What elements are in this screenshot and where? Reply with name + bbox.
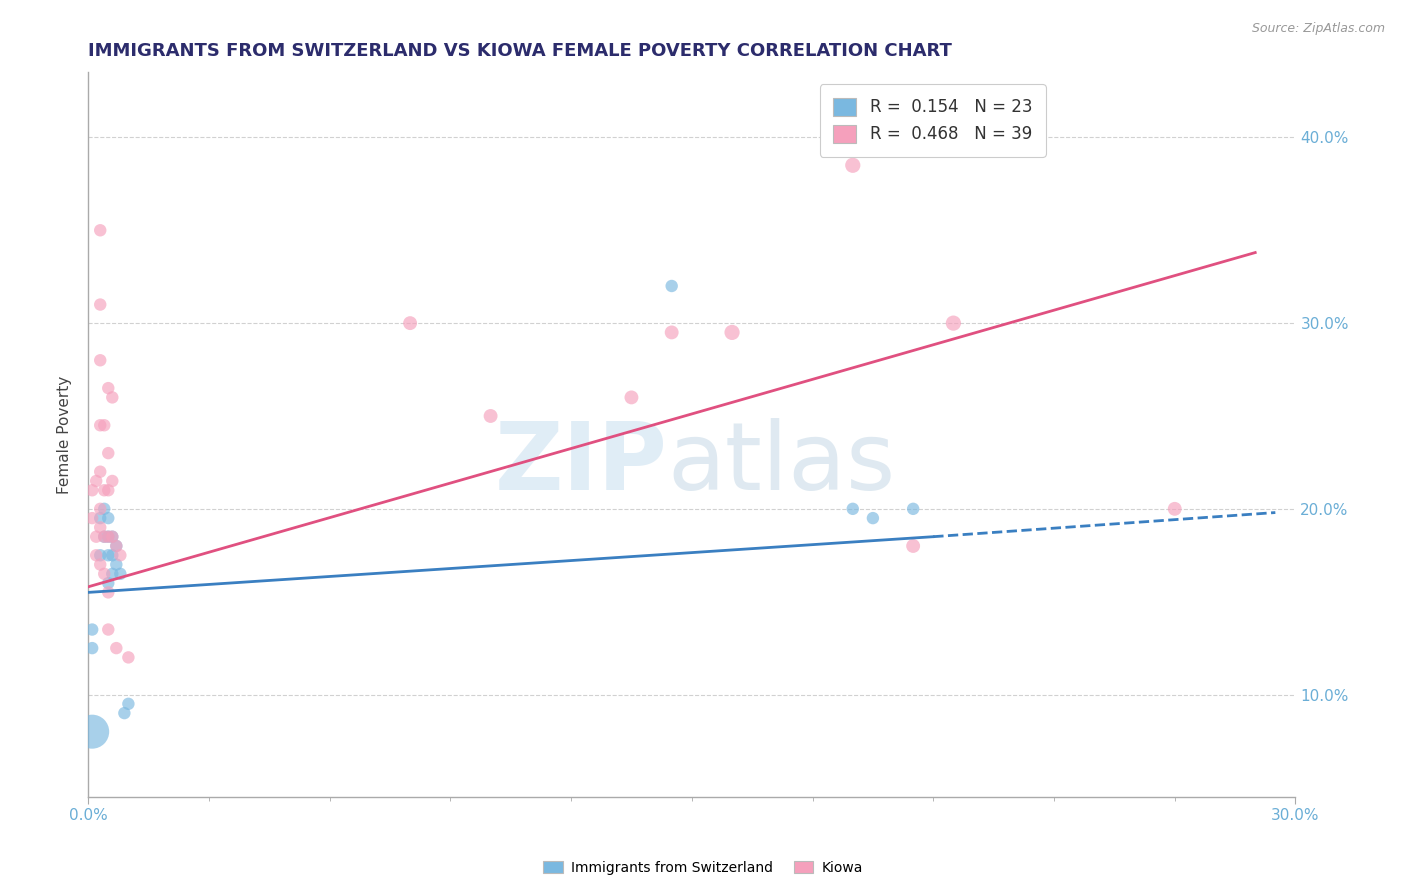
Point bbox=[82, 724, 104, 739]
Point bbox=[89, 548, 111, 562]
Point bbox=[110, 566, 132, 581]
Point bbox=[661, 279, 683, 293]
Legend: Immigrants from Switzerland, Kiowa: Immigrants from Switzerland, Kiowa bbox=[537, 855, 869, 880]
Point bbox=[93, 530, 115, 544]
Point bbox=[97, 446, 120, 460]
Point bbox=[82, 641, 104, 656]
Point bbox=[842, 158, 865, 172]
Point bbox=[84, 530, 107, 544]
Point bbox=[117, 650, 139, 665]
Point bbox=[93, 530, 115, 544]
Point bbox=[942, 316, 965, 330]
Text: ZIP: ZIP bbox=[495, 417, 668, 509]
Point bbox=[105, 558, 128, 572]
Point bbox=[105, 539, 128, 553]
Point bbox=[84, 548, 107, 562]
Point bbox=[89, 511, 111, 525]
Point bbox=[101, 548, 124, 562]
Point bbox=[101, 566, 124, 581]
Point bbox=[399, 316, 422, 330]
Text: atlas: atlas bbox=[668, 417, 896, 509]
Point bbox=[105, 641, 128, 656]
Point bbox=[1164, 501, 1187, 516]
Point bbox=[97, 511, 120, 525]
Y-axis label: Female Poverty: Female Poverty bbox=[58, 376, 72, 493]
Point bbox=[479, 409, 502, 423]
Point bbox=[82, 483, 104, 498]
Point bbox=[89, 520, 111, 534]
Text: Source: ZipAtlas.com: Source: ZipAtlas.com bbox=[1251, 22, 1385, 36]
Point bbox=[93, 501, 115, 516]
Point bbox=[89, 353, 111, 368]
Text: IMMIGRANTS FROM SWITZERLAND VS KIOWA FEMALE POVERTY CORRELATION CHART: IMMIGRANTS FROM SWITZERLAND VS KIOWA FEM… bbox=[89, 42, 952, 60]
Point bbox=[721, 326, 744, 340]
Point bbox=[97, 381, 120, 395]
Point bbox=[93, 566, 115, 581]
Point bbox=[89, 558, 111, 572]
Point bbox=[89, 465, 111, 479]
Point bbox=[97, 483, 120, 498]
Point bbox=[89, 223, 111, 237]
Point bbox=[862, 511, 884, 525]
Point bbox=[110, 548, 132, 562]
Point bbox=[82, 623, 104, 637]
Point bbox=[97, 548, 120, 562]
Point bbox=[82, 511, 104, 525]
Point bbox=[842, 501, 865, 516]
Point bbox=[101, 474, 124, 488]
Point bbox=[93, 483, 115, 498]
Point bbox=[97, 530, 120, 544]
Point bbox=[117, 697, 139, 711]
Point bbox=[620, 391, 643, 405]
Point bbox=[105, 539, 128, 553]
Point bbox=[97, 585, 120, 599]
Point bbox=[97, 576, 120, 591]
Point bbox=[89, 418, 111, 433]
Point bbox=[93, 418, 115, 433]
Point bbox=[101, 530, 124, 544]
Point bbox=[97, 530, 120, 544]
Point bbox=[661, 326, 683, 340]
Point bbox=[97, 623, 120, 637]
Point bbox=[901, 539, 924, 553]
Point bbox=[89, 501, 111, 516]
Point bbox=[112, 706, 135, 720]
Point bbox=[84, 474, 107, 488]
Point bbox=[101, 391, 124, 405]
Legend: R =  0.154   N = 23, R =  0.468   N = 39: R = 0.154 N = 23, R = 0.468 N = 39 bbox=[820, 85, 1046, 157]
Point bbox=[89, 297, 111, 311]
Point bbox=[901, 501, 924, 516]
Point bbox=[101, 530, 124, 544]
